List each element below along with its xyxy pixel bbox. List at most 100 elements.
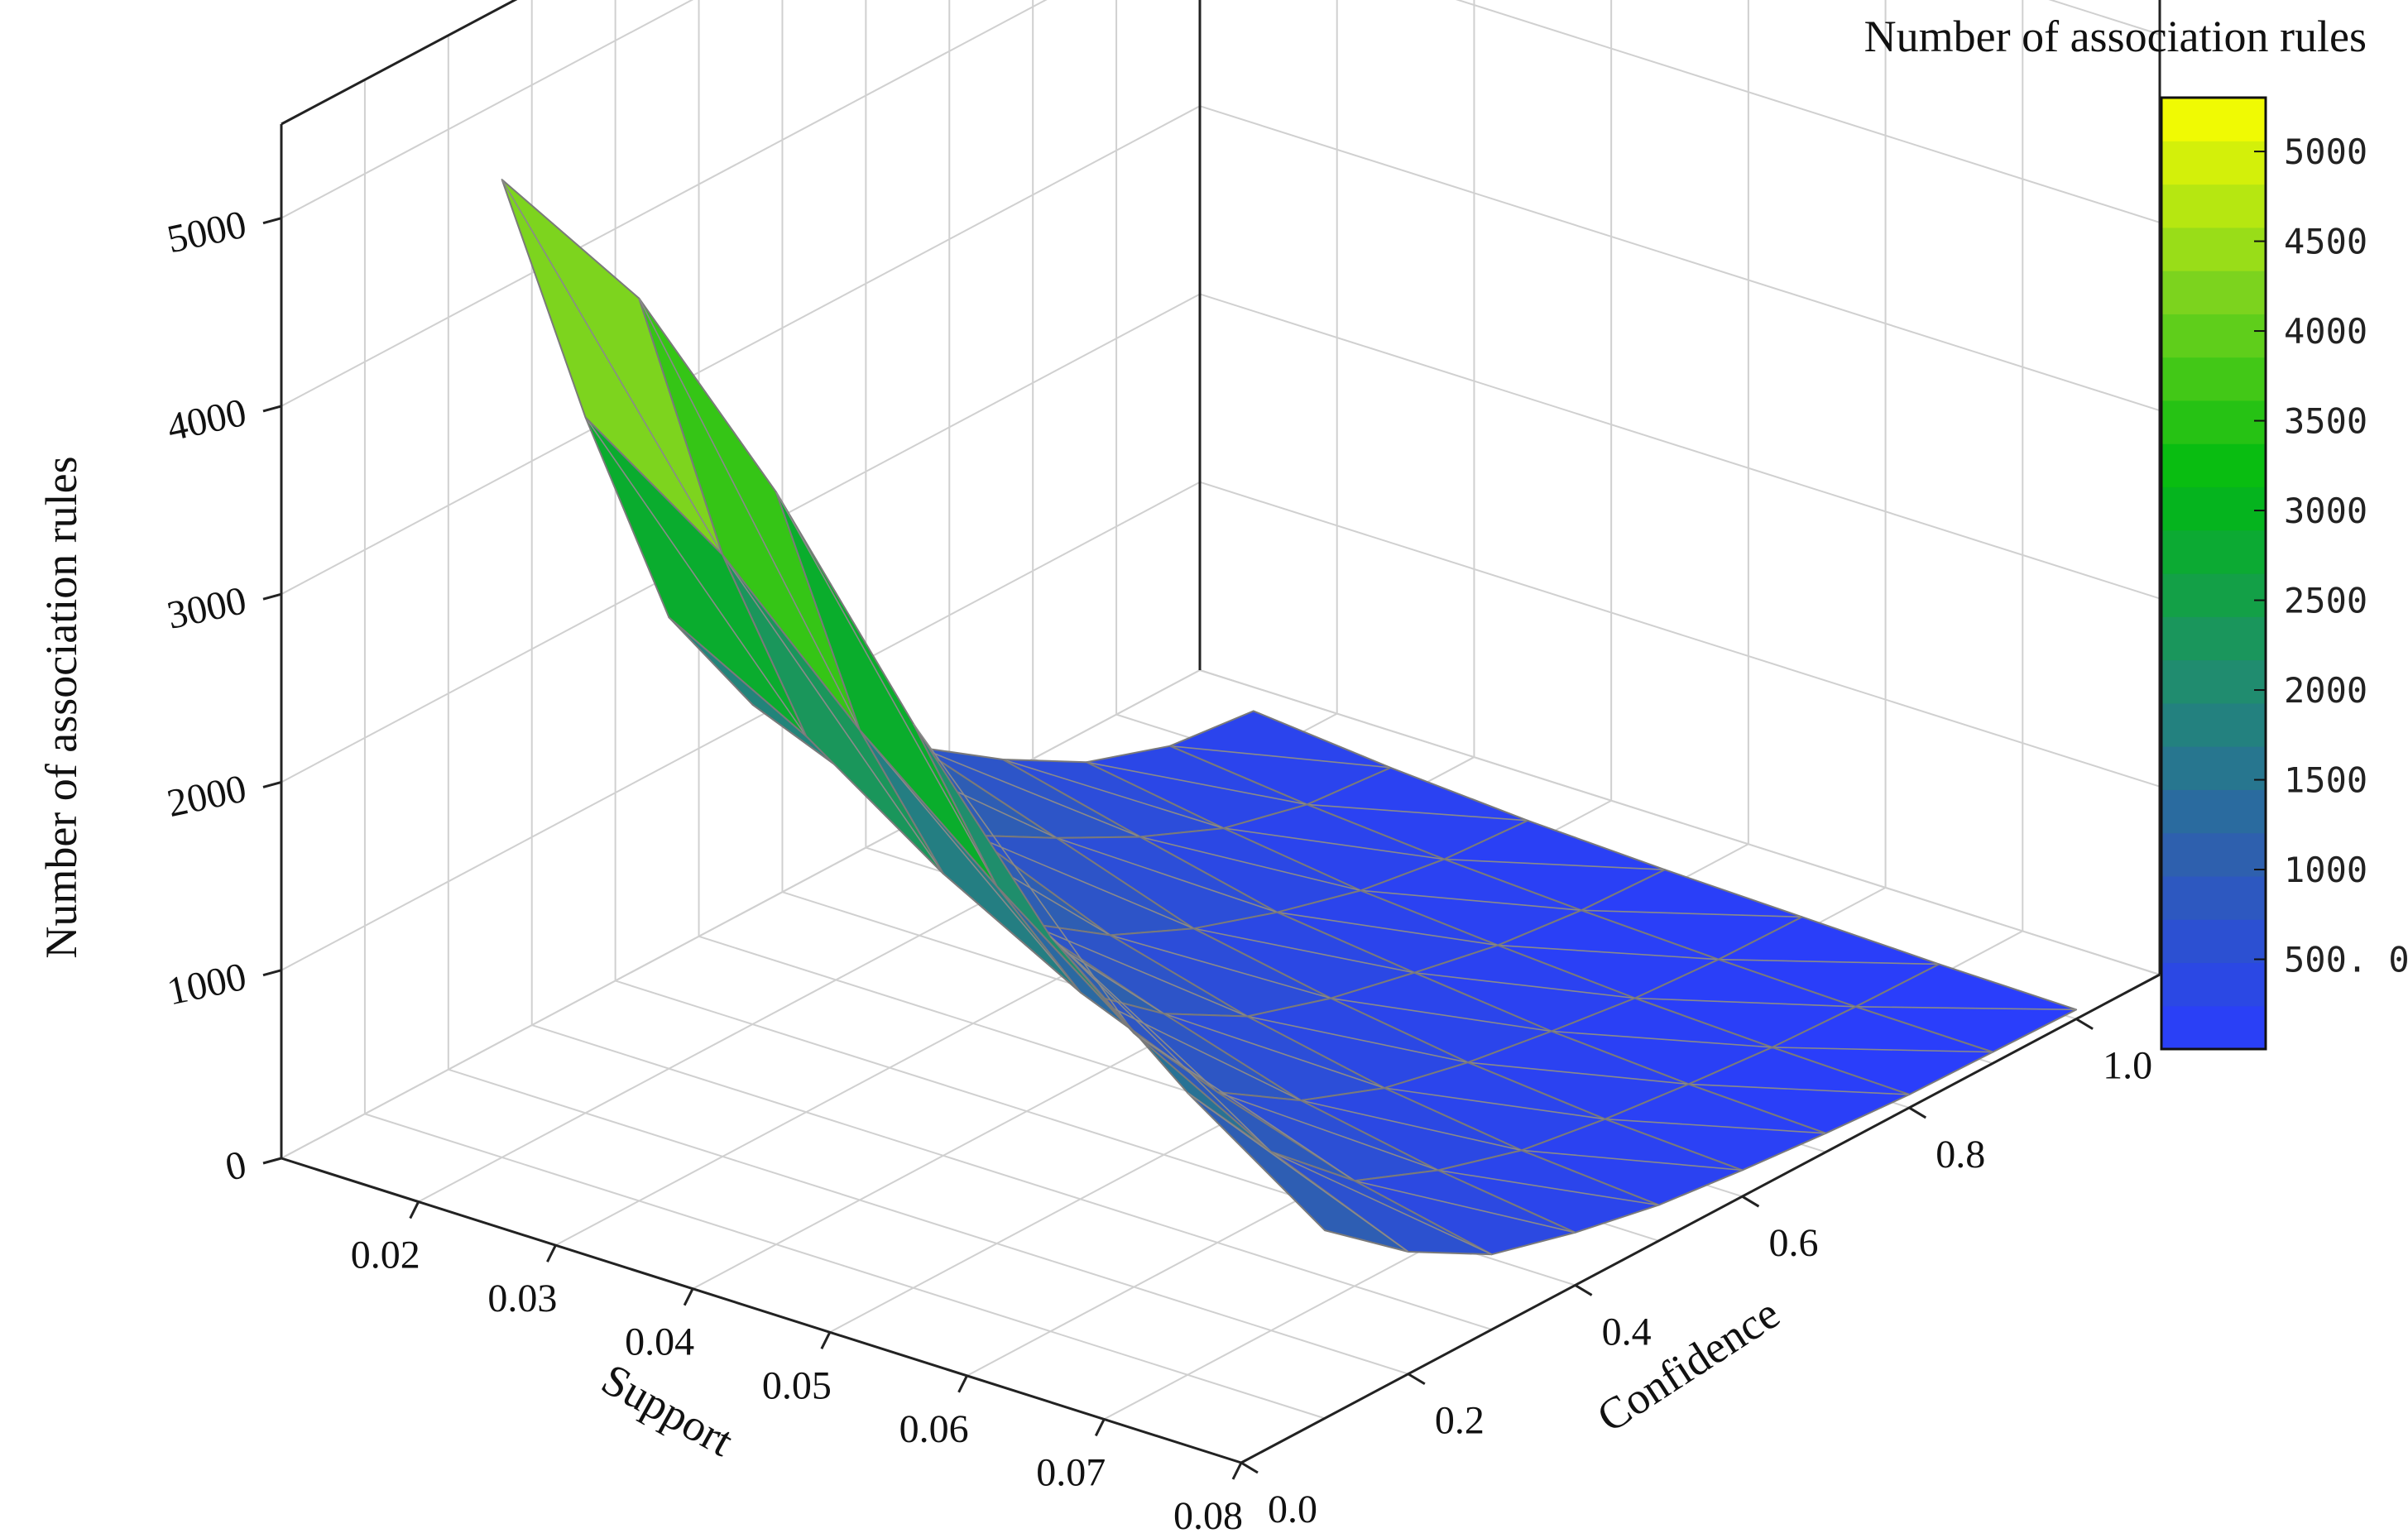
surface-mesh-line [1307, 803, 1528, 822]
confidence-tick-label: 0.0 [1268, 1488, 1317, 1531]
surface-mesh-line [1270, 1151, 1493, 1255]
wall-grid-line [1456, 0, 2161, 223]
z-tick-label: 5000 [163, 203, 250, 262]
colorbar-band [2161, 789, 2266, 834]
support-tick [957, 1375, 968, 1393]
z-tick [262, 1157, 282, 1165]
surface-mesh-line [638, 298, 861, 731]
z-tick-label: 4000 [163, 390, 250, 450]
confidence-tick [1741, 1195, 1760, 1208]
colorbar-band [2161, 271, 2266, 314]
confidence-tick-label: 0.4 [1602, 1310, 1652, 1354]
surface-mesh-line [1187, 1092, 1409, 1253]
surface-mesh-line [1414, 971, 1635, 999]
surface-mesh-line [1331, 997, 1552, 1033]
colorbar-band [2161, 746, 2266, 790]
surface-mesh-line [1605, 1118, 1826, 1134]
surface-mesh-line [722, 554, 944, 874]
floor-grid-line [448, 1068, 1409, 1375]
surface-mesh-line [1139, 836, 1361, 892]
surface-mesh-line [1247, 1015, 1469, 1064]
surface-mesh-line [1444, 858, 1665, 870]
support-tick [683, 1288, 694, 1306]
colorbar-tick-label: 5000 [2284, 132, 2367, 172]
support-tick-label: 0.07 [1036, 1450, 1106, 1494]
surface-mesh-line [1634, 997, 1856, 1008]
colorbar-band [2161, 875, 2266, 920]
wall-grid-line [1199, 481, 2161, 788]
wall-grid-line [1199, 669, 2161, 975]
colorbar-band [2161, 1005, 2266, 1050]
colorbar-tick-label: 3500 [2284, 401, 2367, 442]
colorbar-gradient [2160, 96, 2267, 1051]
floor-grid-line [531, 1024, 1493, 1331]
surface-mesh-line [584, 416, 807, 737]
confidence-tick-label: 0.2 [1435, 1399, 1485, 1443]
z-tick [262, 217, 282, 225]
colorbar-band [2161, 616, 2266, 661]
surface-mesh-line [1581, 909, 1802, 918]
surface-mesh-line [1551, 1030, 1772, 1048]
confidence-tick [2075, 1018, 2094, 1030]
confidence-tick [1574, 1284, 1593, 1296]
surface-mesh-line [501, 179, 723, 556]
surface-mesh-line [1277, 911, 1499, 946]
surface-mesh-line [1360, 889, 1582, 912]
support-tick-label: 0.03 [487, 1277, 557, 1320]
colorbar-band [2161, 227, 2266, 271]
surface-mesh-line [1049, 936, 1272, 1152]
support-axis-line [281, 1157, 1242, 1464]
surface-mesh-line [1056, 837, 1278, 913]
surface-mesh-line [1163, 1013, 1385, 1089]
colorbar-tick-label: 2000 [2284, 670, 2367, 711]
colorbar-band [2161, 184, 2266, 228]
surface-mesh-line [1301, 1100, 1523, 1152]
colorbar-frame [2160, 96, 2267, 1051]
box-edge [281, 0, 518, 126]
colorbar-title: Number of association rules [1864, 12, 2367, 61]
surface-mesh-line [1467, 1061, 1689, 1085]
colorbar-band [2161, 702, 2266, 747]
z-tick-label: 2000 [163, 766, 250, 826]
surface-mesh-line [1026, 922, 1248, 1018]
confidence-tick [1908, 1106, 1927, 1119]
surface-mesh-line [1718, 958, 1940, 965]
colorbar-band [2161, 98, 2266, 141]
colorbar-band [2161, 919, 2266, 964]
surface-mesh-line [1498, 944, 1719, 961]
confidence-tick-label: 1.0 [2103, 1044, 2152, 1088]
colorbar-tick-label: 1500 [2284, 760, 2367, 801]
x-axis-label: Support [593, 1354, 741, 1466]
wall-grid-line [281, 0, 694, 219]
support-tick [1231, 1462, 1243, 1480]
colorbar-band [2161, 659, 2266, 704]
surface-mesh-line [859, 729, 1082, 993]
wall-grid-line [281, 0, 1048, 407]
support-tick-label: 0.02 [351, 1234, 420, 1277]
wall-grid-line [281, 105, 1201, 596]
surface-mesh-line [1855, 1005, 2077, 1011]
confidence-tick-label: 0.6 [1768, 1221, 1818, 1265]
surface-mesh-line [1169, 745, 1391, 769]
surface-mesh-line [1772, 1047, 1993, 1053]
colorbar-band [2161, 832, 2266, 877]
z-tick-label: 0 [222, 1143, 250, 1190]
surface-mesh-line [919, 746, 1141, 838]
surface-mesh-line [1002, 759, 1224, 829]
wall-grid-line [1199, 105, 2161, 412]
colorbar-tick-label: 1000 [2284, 850, 2367, 890]
z-tick [262, 969, 282, 977]
surface-mesh-line [1223, 827, 1445, 860]
surface-mesh-line [972, 834, 1194, 929]
colorbar-tick-label: 3000 [2284, 491, 2367, 531]
colorbar-band [2161, 141, 2266, 185]
surface-mesh-line [1354, 1180, 1576, 1234]
z-tick [262, 592, 282, 601]
confidence-tick [1408, 1373, 1426, 1386]
colorbar-band [2161, 573, 2266, 617]
colorbar-band [2161, 443, 2266, 488]
wall-grid-line [281, 669, 1201, 1159]
colorbar-band [2161, 962, 2266, 1007]
confidence-tick-label: 0.8 [1936, 1133, 1985, 1176]
